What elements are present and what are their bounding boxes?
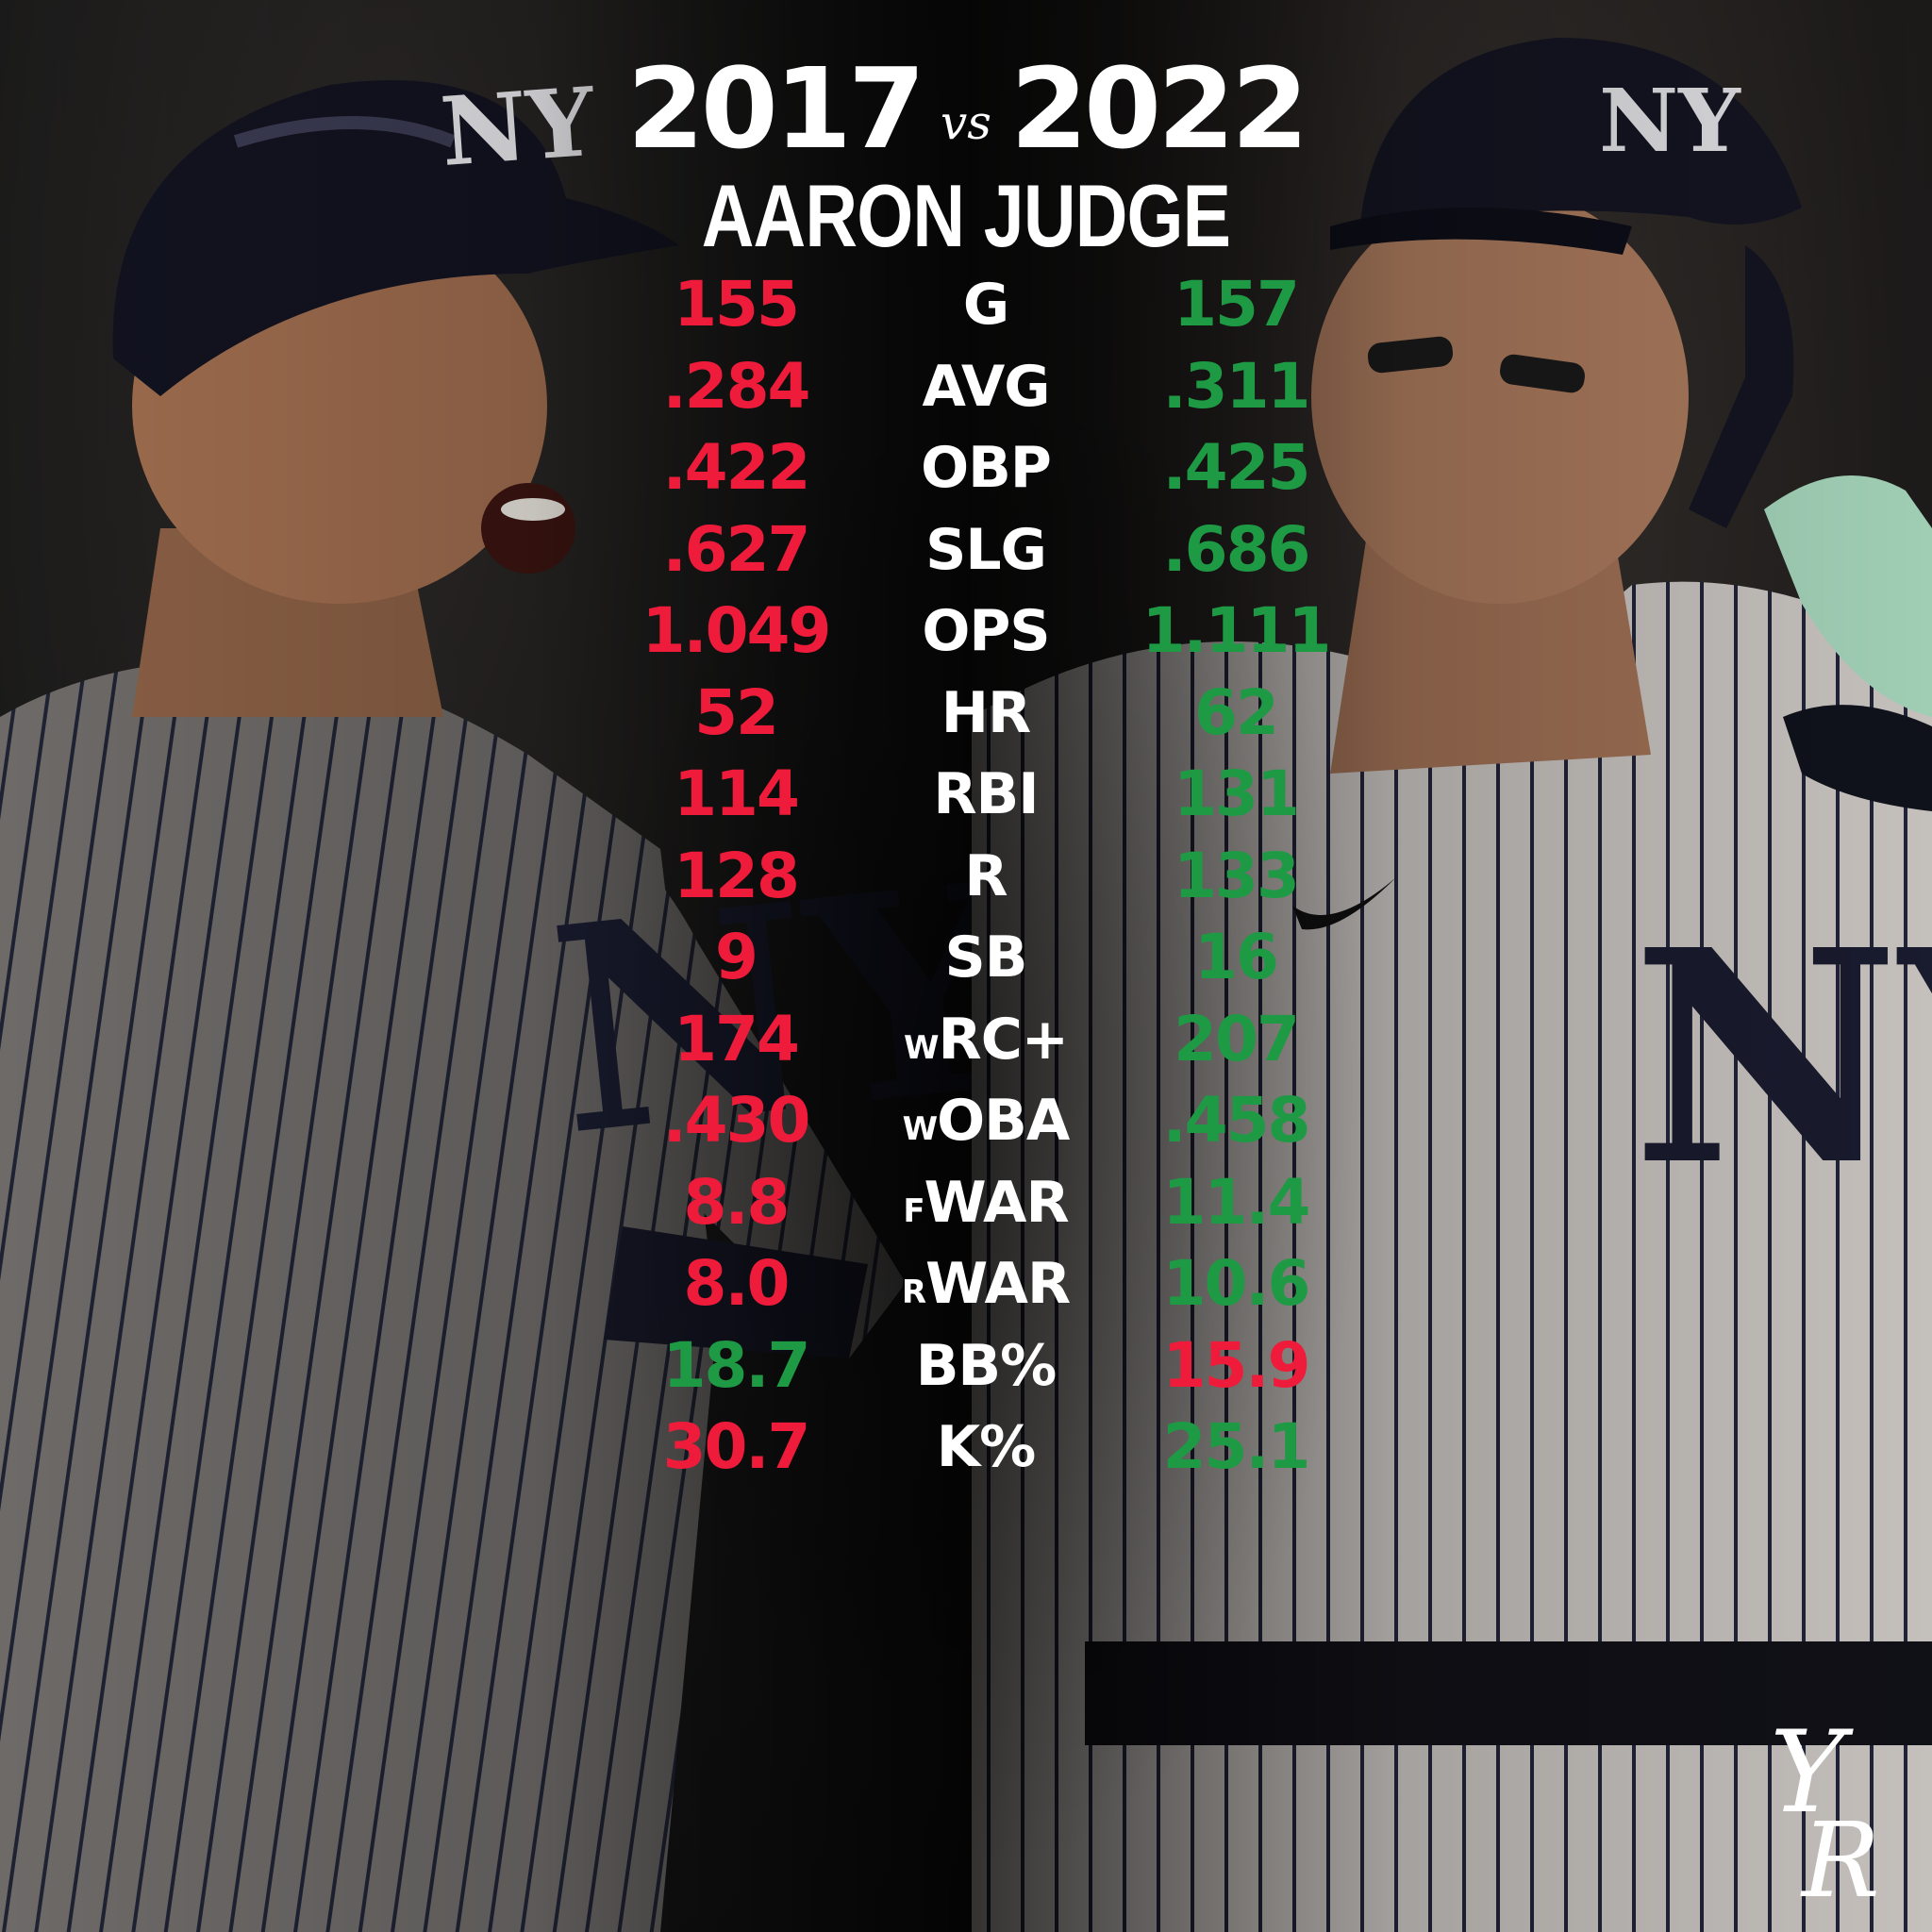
stat-value-2017: 52 (694, 675, 779, 749)
stat-value-2022: 157 (1174, 268, 1300, 341)
stat-value-2017: 1.049 (641, 594, 832, 667)
stat-label-text: OBA (937, 1088, 1070, 1154)
logo-r: R (1800, 1800, 1880, 1915)
stats-shade (604, 283, 1368, 1887)
stat-label-prefix: F (903, 1191, 924, 1230)
stat-row: 128 R 133 (0, 829, 1932, 924)
stat-value-2022: 131 (1174, 758, 1300, 830)
stat-value-2017: .284 (662, 349, 811, 423)
stat-label: BB% (830, 1319, 1141, 1422)
stat-value-2022: 10.6 (1162, 1247, 1311, 1320)
stat-value-2022: 1.111 (1141, 594, 1332, 667)
stat-value-2017: 8.8 (683, 1165, 791, 1239)
stat-label: OBP (830, 421, 1141, 524)
photo-2017: NY NY (0, 0, 972, 1932)
stat-row: .422 OBP .425 (0, 421, 1932, 515)
stat-label: AVG (830, 340, 1141, 442)
stat-value-2017: 128 (674, 839, 800, 912)
stat-label: SB (830, 910, 1141, 1013)
player-2022-illustration: NY NY (972, 0, 1932, 1932)
stat-label-text: SLG (925, 516, 1047, 583)
stat-value-2022: .425 (1162, 431, 1311, 504)
stat-label-prefix: R (901, 1274, 926, 1311)
stat-label-text: RC+ (938, 1006, 1070, 1073)
stat-label: R (830, 829, 1141, 932)
stat-row: .430 WOBA .458 (0, 1074, 1932, 1168)
stat-row: 155 G 157 (0, 258, 1932, 352)
stat-label-text: BB% (915, 1332, 1058, 1399)
stat-row: 30.7 K% 25.1 (0, 1400, 1932, 1494)
stat-label: RWAR (830, 1237, 1141, 1340)
stat-label: SLG (830, 503, 1141, 606)
stat-label: HR (830, 666, 1141, 769)
stat-value-2017: 174 (674, 1002, 800, 1075)
stat-label: OPS (830, 584, 1141, 687)
stat-value-2017: 9 (715, 921, 758, 993)
photo-2022: NY NY (972, 0, 1932, 1932)
stat-label-text: RBI (933, 761, 1039, 827)
stat-label-prefix: W (902, 1110, 939, 1148)
stat-label-text: R (964, 842, 1008, 909)
stat-label: WOBA (830, 1074, 1141, 1176)
stat-value-2017: 114 (674, 758, 800, 830)
stat-label-text: AVG (922, 353, 1050, 420)
stat-value-2022: 25.1 (1162, 1410, 1311, 1483)
stat-value-2022: .458 (1162, 1084, 1311, 1157)
stat-row: 52 HR 62 (0, 666, 1932, 760)
yr-logo: Y R (1770, 1707, 1880, 1915)
logo-y: Y (1770, 1707, 1854, 1839)
stat-row: 9 SB 16 (0, 910, 1932, 1005)
stat-value-2017: 155 (674, 268, 800, 341)
stat-row: .284 AVG .311 (0, 340, 1932, 434)
stat-value-2017: .422 (662, 431, 811, 504)
year-right: 2022 (1009, 43, 1308, 174)
player-name: AARON JUDGE (701, 166, 1231, 265)
stat-label-prefix: W (903, 1028, 940, 1067)
stat-label-text: G (962, 272, 1009, 338)
stat-label-text: SB (944, 924, 1028, 991)
stat-label: RBI (830, 747, 1141, 850)
stat-value-2022: .686 (1162, 512, 1311, 586)
stat-label: WRC+ (830, 992, 1141, 1095)
stat-value-2022: 133 (1174, 839, 1300, 912)
stat-label-text: WAR (924, 1169, 1070, 1236)
stat-label-text: K% (936, 1414, 1037, 1480)
player-2017-illustration: NY NY (0, 0, 972, 1932)
stat-value-2017: .430 (662, 1084, 811, 1157)
stat-value-2022: 16 (1194, 921, 1279, 993)
stat-value-2017: 30.7 (662, 1410, 811, 1483)
year-left: 2017 (626, 43, 925, 174)
stat-label-text: OPS (922, 598, 1050, 664)
stat-row: 8.8 FWAR 11.4 (0, 1156, 1932, 1250)
title-row: 2017 vs 2022 (0, 42, 1932, 175)
stat-label-text: HR (941, 679, 1031, 746)
stat-value-2017: 8.0 (683, 1247, 791, 1320)
stat-value-2022: .311 (1162, 349, 1311, 423)
stat-row: 174 WRC+ 207 (0, 992, 1932, 1087)
stat-row: 8.0 RWAR 10.6 (0, 1237, 1932, 1331)
stat-value-2022: 11.4 (1162, 1165, 1311, 1239)
stat-row: .627 SLG .686 (0, 503, 1932, 597)
stat-label: G (830, 258, 1141, 360)
stat-row: 18.7 BB% 15.9 (0, 1319, 1932, 1413)
stat-value-2022: 62 (1194, 675, 1279, 749)
stat-value-2022: 15.9 (1162, 1328, 1311, 1402)
stat-row: 114 RBI 131 (0, 747, 1932, 841)
stat-label: FWAR (830, 1156, 1141, 1258)
stat-label: K% (830, 1400, 1141, 1503)
stat-row: 1.049 OPS 1.111 (0, 584, 1932, 678)
stat-value-2017: 18.7 (662, 1328, 811, 1402)
stat-label-text: OBP (921, 435, 1052, 501)
stat-value-2022: 207 (1174, 1002, 1300, 1075)
stat-label-text: WAR (925, 1251, 1071, 1317)
stat-value-2017: .627 (662, 512, 811, 586)
vs-text: vs (941, 95, 991, 150)
